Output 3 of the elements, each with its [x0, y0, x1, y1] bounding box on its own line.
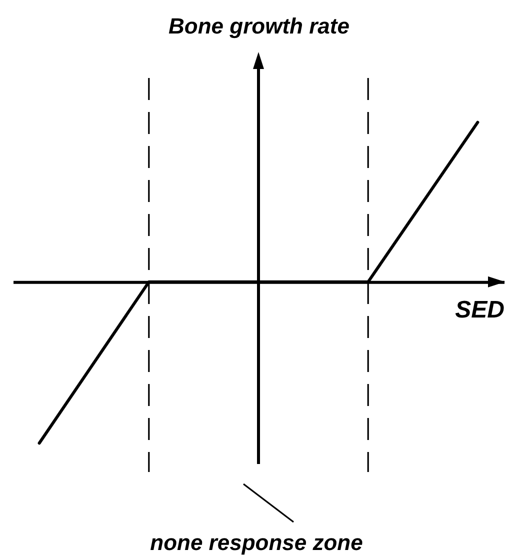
- x-axis-title: SED: [455, 296, 504, 324]
- text: none response zone: [150, 530, 363, 555]
- y-axis-title: Bone growth rate: [168, 14, 350, 38]
